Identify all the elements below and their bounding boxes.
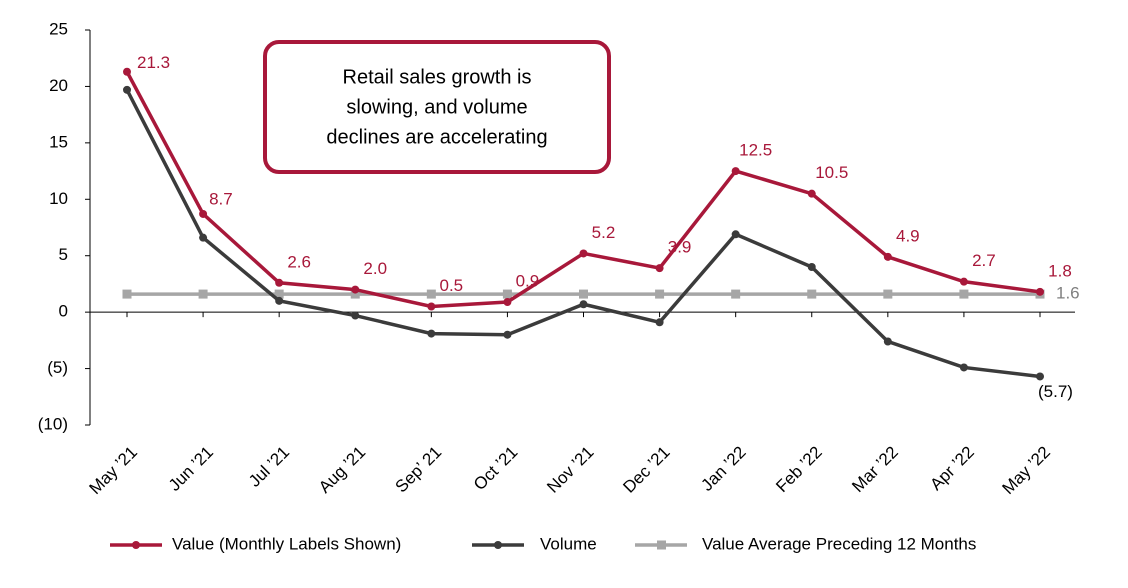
annotation: slowing, and volume <box>346 96 527 118</box>
data-label: 8.7 <box>209 189 233 208</box>
point <box>427 302 436 311</box>
point <box>503 297 512 306</box>
legend-label: Volume <box>540 534 597 553</box>
legend-label: Value Average Preceding 12 Months <box>702 534 976 553</box>
x-tick-label: Feb ’22 <box>772 443 826 497</box>
point <box>807 263 816 271</box>
y-tick-label: (10) <box>38 414 68 433</box>
x-tick-label: Jul ’21 <box>245 443 293 491</box>
data-label: 2.0 <box>363 259 387 278</box>
data-label: 0.5 <box>440 276 464 295</box>
point <box>883 252 892 261</box>
data-label: 1.6 <box>1056 284 1080 303</box>
point <box>275 296 284 305</box>
point <box>503 330 512 339</box>
data-label: 0.9 <box>516 271 540 290</box>
x-tick-label: Dec ’21 <box>619 443 673 497</box>
point <box>199 233 208 242</box>
legend-marker <box>494 541 502 549</box>
point <box>579 249 588 258</box>
data-label: 2.7 <box>972 251 996 270</box>
legend-marker <box>132 541 140 549</box>
point <box>655 289 665 299</box>
point <box>351 311 360 320</box>
point <box>959 277 968 286</box>
point <box>807 289 817 299</box>
point <box>350 289 360 299</box>
data-label: 10.5 <box>815 163 848 182</box>
point <box>655 318 664 327</box>
point <box>427 329 436 338</box>
point <box>655 264 664 273</box>
y-tick-label: 0 <box>59 302 68 321</box>
point <box>122 289 132 299</box>
data-label: 5.2 <box>592 223 616 242</box>
annotation-box <box>263 40 611 174</box>
x-tick-label: Jun ’21 <box>165 443 217 495</box>
point <box>959 289 969 299</box>
point <box>731 289 741 299</box>
point <box>351 285 360 294</box>
point <box>807 189 816 198</box>
y-tick-label: 20 <box>49 76 68 95</box>
point <box>1036 287 1044 296</box>
data-label: 3.9 <box>668 238 692 257</box>
data-label: 1.8 <box>1048 261 1072 280</box>
x-tick-label: May ’21 <box>85 443 141 499</box>
point <box>426 289 436 299</box>
legend-label: Value (Monthly Labels Shown) <box>172 534 401 553</box>
point <box>959 363 968 372</box>
y-tick-label: (5) <box>47 358 68 377</box>
data-label: 2.6 <box>287 252 311 271</box>
y-tick-label: 5 <box>59 245 68 264</box>
point <box>1036 372 1044 381</box>
x-tick-label: Nov ’21 <box>543 443 597 497</box>
point <box>199 209 208 218</box>
y-tick-label: 10 <box>49 189 68 208</box>
x-tick-label: Oct ’21 <box>470 443 522 495</box>
point <box>731 167 740 176</box>
data-label: 12.5 <box>739 141 772 160</box>
x-tick-label: Sep’ 21 <box>392 443 446 497</box>
point <box>274 289 284 299</box>
x-tick-label: Aug ’21 <box>315 443 369 497</box>
legend-marker <box>657 540 666 550</box>
annotation: Retail sales growth is <box>343 66 532 88</box>
x-tick-label: Jan ’22 <box>697 443 749 495</box>
x-tick-label: Mar ’22 <box>848 443 902 497</box>
point <box>502 289 512 299</box>
point <box>275 278 284 287</box>
point <box>198 289 208 299</box>
point <box>883 289 893 299</box>
y-tick-label: 15 <box>49 132 68 151</box>
annotation: declines are accelerating <box>326 126 547 148</box>
y-tick-label: 25 <box>49 19 68 38</box>
point <box>579 289 588 299</box>
x-tick-label: May ’22 <box>998 443 1054 499</box>
data-label: (5.7) <box>1038 382 1073 401</box>
point <box>123 67 131 76</box>
point <box>123 85 131 94</box>
x-tick-label: Apr ’22 <box>926 443 978 495</box>
point <box>731 230 740 239</box>
data-label: 21.3 <box>137 53 170 72</box>
point <box>579 300 588 309</box>
point <box>883 337 892 346</box>
data-label: 4.9 <box>896 226 920 245</box>
